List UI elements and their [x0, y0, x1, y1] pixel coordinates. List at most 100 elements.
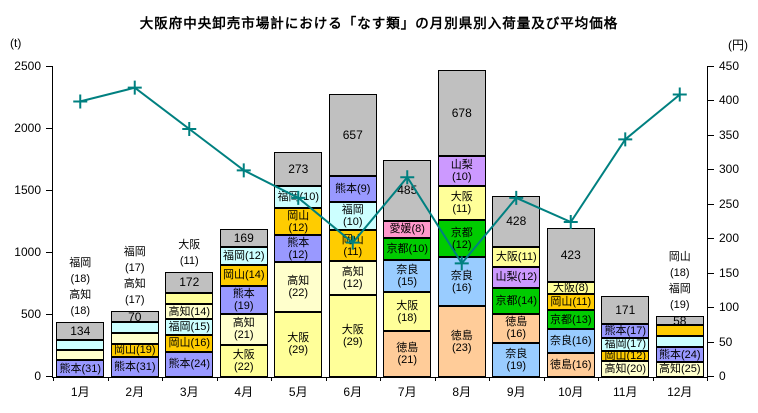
bar-segment-山梨: 山梨(12) — [492, 266, 541, 289]
right-axis-tick — [707, 341, 714, 343]
bar-segment-大阪: 大阪 (18) — [383, 292, 432, 332]
left-axis-tick — [46, 252, 53, 253]
bar-6月: 大阪 (29) 高知 (12) 岡山 (11) 福岡 (10) 熊本(9) 657 — [328, 94, 377, 377]
x-axis-label-3月: 3月 — [179, 385, 199, 399]
bar-segment-高知 — [56, 350, 105, 361]
right-axis-tick — [707, 134, 714, 136]
x-axis-tick — [489, 377, 490, 381]
bar-segment-others: 169 — [219, 229, 268, 248]
right-axis-tick-label: 300 — [719, 162, 740, 177]
bar-segment-大阪 — [165, 292, 214, 305]
right-axis-tick — [707, 307, 714, 309]
price-point-marker — [73, 94, 88, 109]
plot-area: 0 500 1000 1500 2000 2500 0 50 100 150 200 250 300 35… — [14, 59, 739, 399]
x-axis-label-7月: 7月 — [397, 385, 417, 399]
bar-8月: 徳島 (23) 奈良 (16) 京都 (12) 大阪 (11) 山梨 (10) 678 — [437, 69, 486, 377]
left-axis-tick — [46, 376, 53, 377]
bar-segment-愛媛: 愛媛(8) — [383, 220, 432, 239]
left-axis-tick-label: 2000 — [14, 121, 41, 135]
bar-segment-福岡 — [110, 321, 159, 333]
bar-segment-奈良: 奈良 (19) — [492, 342, 541, 377]
bar-segment-大阪: 大阪 (11) — [437, 186, 486, 221]
price-point-marker — [236, 163, 251, 178]
bar-segment-岡山: 岡山(14) — [219, 264, 268, 286]
price-point-marker — [127, 80, 142, 95]
x-axis-label-5月: 5月 — [288, 385, 308, 399]
bar-11月: 高知(20) 岡山(12) 福岡(17) 熊本(17) 171 — [601, 296, 650, 377]
price-line-path — [80, 86, 681, 265]
x-axis-tick — [216, 377, 218, 381]
left-axis-tick — [46, 128, 53, 129]
right-axis-tick-label: 100 — [719, 300, 740, 315]
bar-segment-others: 70 — [110, 311, 159, 322]
right-axis-tick-label: 200 — [719, 231, 740, 246]
bar-segment-徳島: 徳島(16) — [546, 353, 595, 377]
left-axis-tick-label: 2500 — [14, 59, 41, 73]
bar-segment-高知: 高知(25) — [655, 361, 704, 377]
x-axis-label-9月: 9月 — [506, 385, 526, 399]
bar-segment-福岡 — [56, 340, 105, 351]
right-axis-tick — [707, 203, 714, 205]
price-point-marker — [563, 215, 578, 229]
bar-segment-大阪: 大阪 (29) — [274, 311, 323, 377]
bar-segment-高知: 高知(20) — [601, 360, 650, 377]
right-axis-tick — [707, 100, 714, 102]
chart-title: 大阪府中央卸売市場計における「なす類」の月別県別入荷量及び平均価格 — [139, 16, 619, 31]
bar-callout: 福岡 (18) 高知 (18) — [69, 257, 92, 318]
bar-segment-熊本: 熊本(31) — [110, 356, 159, 377]
x-axis-label-12月: 12月 — [667, 385, 693, 399]
bar-1月: 熊本(31) 134 — [56, 322, 105, 377]
bar-segment-福岡: 福岡(15) — [165, 319, 214, 335]
bar-3月: 熊本(24) 岡山(16) 福岡(15) 高知(14) 172 — [165, 271, 214, 377]
price-point-marker — [618, 132, 633, 147]
x-axis-tick — [162, 377, 163, 381]
bar-segment-大阪: 大阪 (29) — [328, 295, 377, 377]
bar-segment-徳島: 徳島 (23) — [437, 306, 486, 377]
price-point-marker — [345, 235, 360, 250]
right-axis-tick — [707, 169, 714, 171]
left-axis-tick-label: 500 — [20, 307, 41, 321]
right-axis-tick-label: 400 — [719, 93, 740, 108]
right-axis-tick-label: 0 — [719, 369, 726, 383]
x-axis-label-4月: 4月 — [234, 385, 254, 399]
bar-segment-高知: 高知(14) — [165, 304, 214, 320]
bar-segment-熊本: 熊本(31) — [56, 360, 105, 377]
x-axis-label-10月: 10月 — [558, 385, 584, 399]
bar-segment-大阪: 大阪(8) — [546, 281, 595, 294]
left-axis-tick — [46, 314, 53, 315]
bar-segment-others: 657 — [328, 94, 377, 177]
bar-segment-福岡: 福岡(17) — [601, 337, 650, 352]
bar-segment-奈良: 奈良 (15) — [383, 259, 432, 293]
bar-segment-others: 273 — [274, 151, 323, 186]
left-axis-tick-label: 1000 — [14, 245, 41, 259]
right-axis-tick — [707, 376, 714, 377]
bar-segment-岡山: 岡山(12) — [601, 350, 650, 362]
x-axis-label-2月: 2月 — [125, 385, 145, 399]
right-axis-unit: (円) — [728, 38, 748, 52]
x-axis-label-6月: 6月 — [343, 385, 363, 399]
x-axis-label-11月: 11月 — [613, 385, 638, 399]
right-axis-tick-label: 250 — [719, 196, 740, 211]
price-point-marker — [454, 256, 469, 271]
bar-segment-others: 171 — [601, 296, 650, 324]
bar-segment-熊本: 熊本 (19) — [219, 285, 268, 314]
bar-segment-京都: 京都(14) — [492, 288, 541, 314]
bar-segment-熊本: 熊本(17) — [601, 323, 650, 338]
bar-segment-京都: 京都(13) — [546, 310, 595, 330]
price-point-marker — [672, 87, 687, 102]
bar-segment-高知 — [110, 332, 159, 345]
bar-7月: 徳島 (21) 大阪 (18) 奈良 (15) 京都(10) 愛媛(8) 485 — [383, 160, 432, 377]
price-point-marker — [291, 190, 306, 205]
x-axis-tick — [543, 377, 545, 381]
bar-segment-高知: 高知 (21) — [219, 313, 268, 345]
bar-segment-福岡: 福岡(12) — [219, 247, 268, 265]
bar-segment-高知: 高知 (12) — [328, 261, 377, 296]
average-price-line — [73, 80, 687, 271]
bar-segment-熊本: 熊本(9) — [328, 176, 377, 202]
right-axis-tick-label: 50 — [719, 334, 733, 349]
right-axis-tick-label: 150 — [719, 265, 740, 280]
x-axis-tick — [53, 377, 54, 381]
bar-segment-大阪: 大阪(11) — [492, 246, 541, 267]
bar-segment-岡山: 岡山(11) — [546, 293, 595, 311]
price-point-marker — [400, 170, 415, 185]
